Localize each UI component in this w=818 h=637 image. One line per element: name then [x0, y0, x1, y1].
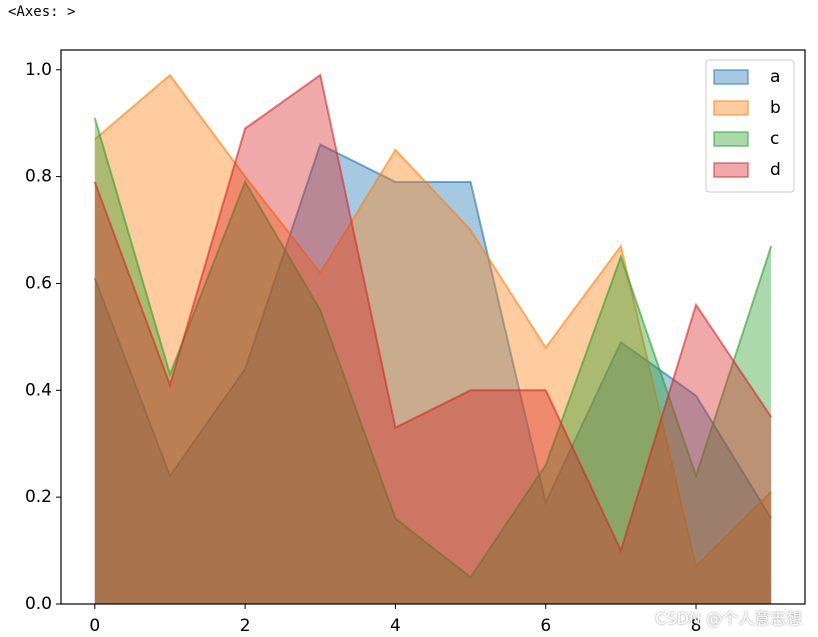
x-tick-label: 8 [691, 616, 702, 636]
y-tick-label: 0.4 [25, 380, 52, 400]
legend-swatch [713, 162, 749, 178]
y-tick-label: 0.2 [25, 487, 52, 507]
y-tick-label: 0.8 [25, 167, 52, 187]
area [94, 117, 772, 604]
output-header: <Axes: > [8, 4, 76, 20]
area-line [94, 73, 772, 569]
area-line [93, 73, 773, 554]
legend-label: d [770, 160, 781, 180]
legend-label: c [770, 129, 779, 149]
legend-swatch [713, 100, 749, 116]
legend-swatch [713, 131, 749, 147]
x-tick-label: 0 [89, 616, 100, 636]
x-tick-label: 2 [240, 616, 251, 636]
legend-box [705, 59, 795, 193]
plot-frame [60, 49, 806, 605]
area-line [93, 117, 773, 579]
y-tick-label: 0.6 [25, 273, 52, 293]
x-tick-label: 4 [390, 616, 401, 636]
legend-label: a [770, 67, 780, 87]
y-tick-label: 1.0 [25, 60, 52, 80]
legend-swatch [713, 69, 749, 85]
x-tick-label: 6 [540, 616, 551, 636]
area [94, 75, 772, 605]
legend-label: b [770, 98, 781, 118]
area [94, 144, 772, 604]
area [94, 75, 772, 605]
y-tick-label: 0.0 [25, 594, 52, 614]
watermark: CSDN @个人意志想 [655, 609, 802, 628]
